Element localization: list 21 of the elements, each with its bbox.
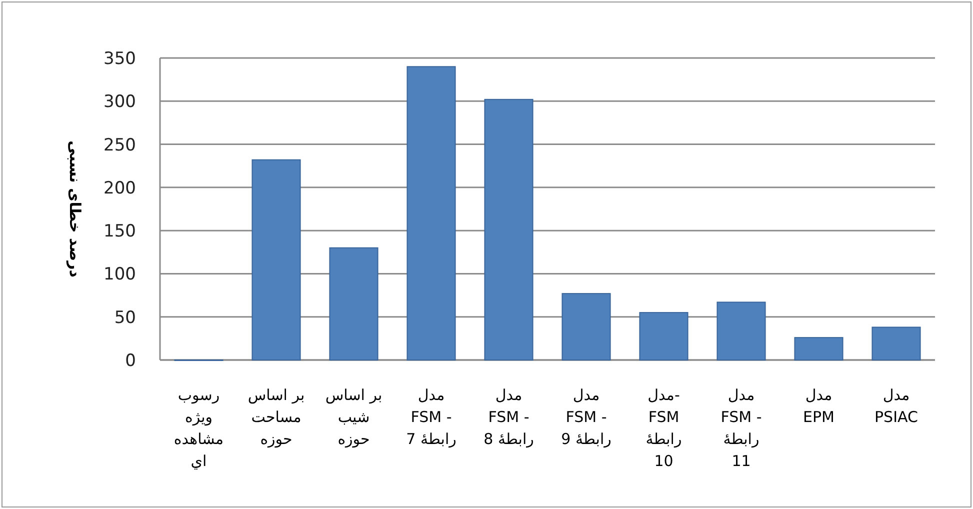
bar — [639, 312, 688, 360]
x-tick-label: بر اساس مساحت حوزه — [248, 386, 305, 448]
bar — [794, 337, 844, 360]
bar — [484, 98, 534, 360]
y-tick-label: 200 — [104, 178, 136, 198]
x-tick-label: بر اساس شيب حوزه — [325, 386, 382, 448]
y-tick-label: 150 — [104, 222, 136, 242]
y-tick-label: 0 — [125, 351, 136, 371]
bar — [872, 326, 921, 360]
y-tick-label: 50 — [114, 308, 136, 328]
y-tick-label: 300 — [104, 92, 136, 112]
bar — [329, 247, 378, 360]
y-tick-label: 350 — [104, 49, 136, 69]
bar — [406, 66, 456, 360]
bar — [716, 302, 766, 360]
y-tick-label: 100 — [104, 264, 136, 285]
y-tick-label: 250 — [104, 135, 136, 156]
bar — [252, 159, 301, 360]
bar — [562, 293, 611, 360]
x-tick-label: رسوب ويژه مشاهده اي — [174, 386, 224, 470]
y-axis-title: درصد خطای نسبی — [66, 140, 84, 278]
